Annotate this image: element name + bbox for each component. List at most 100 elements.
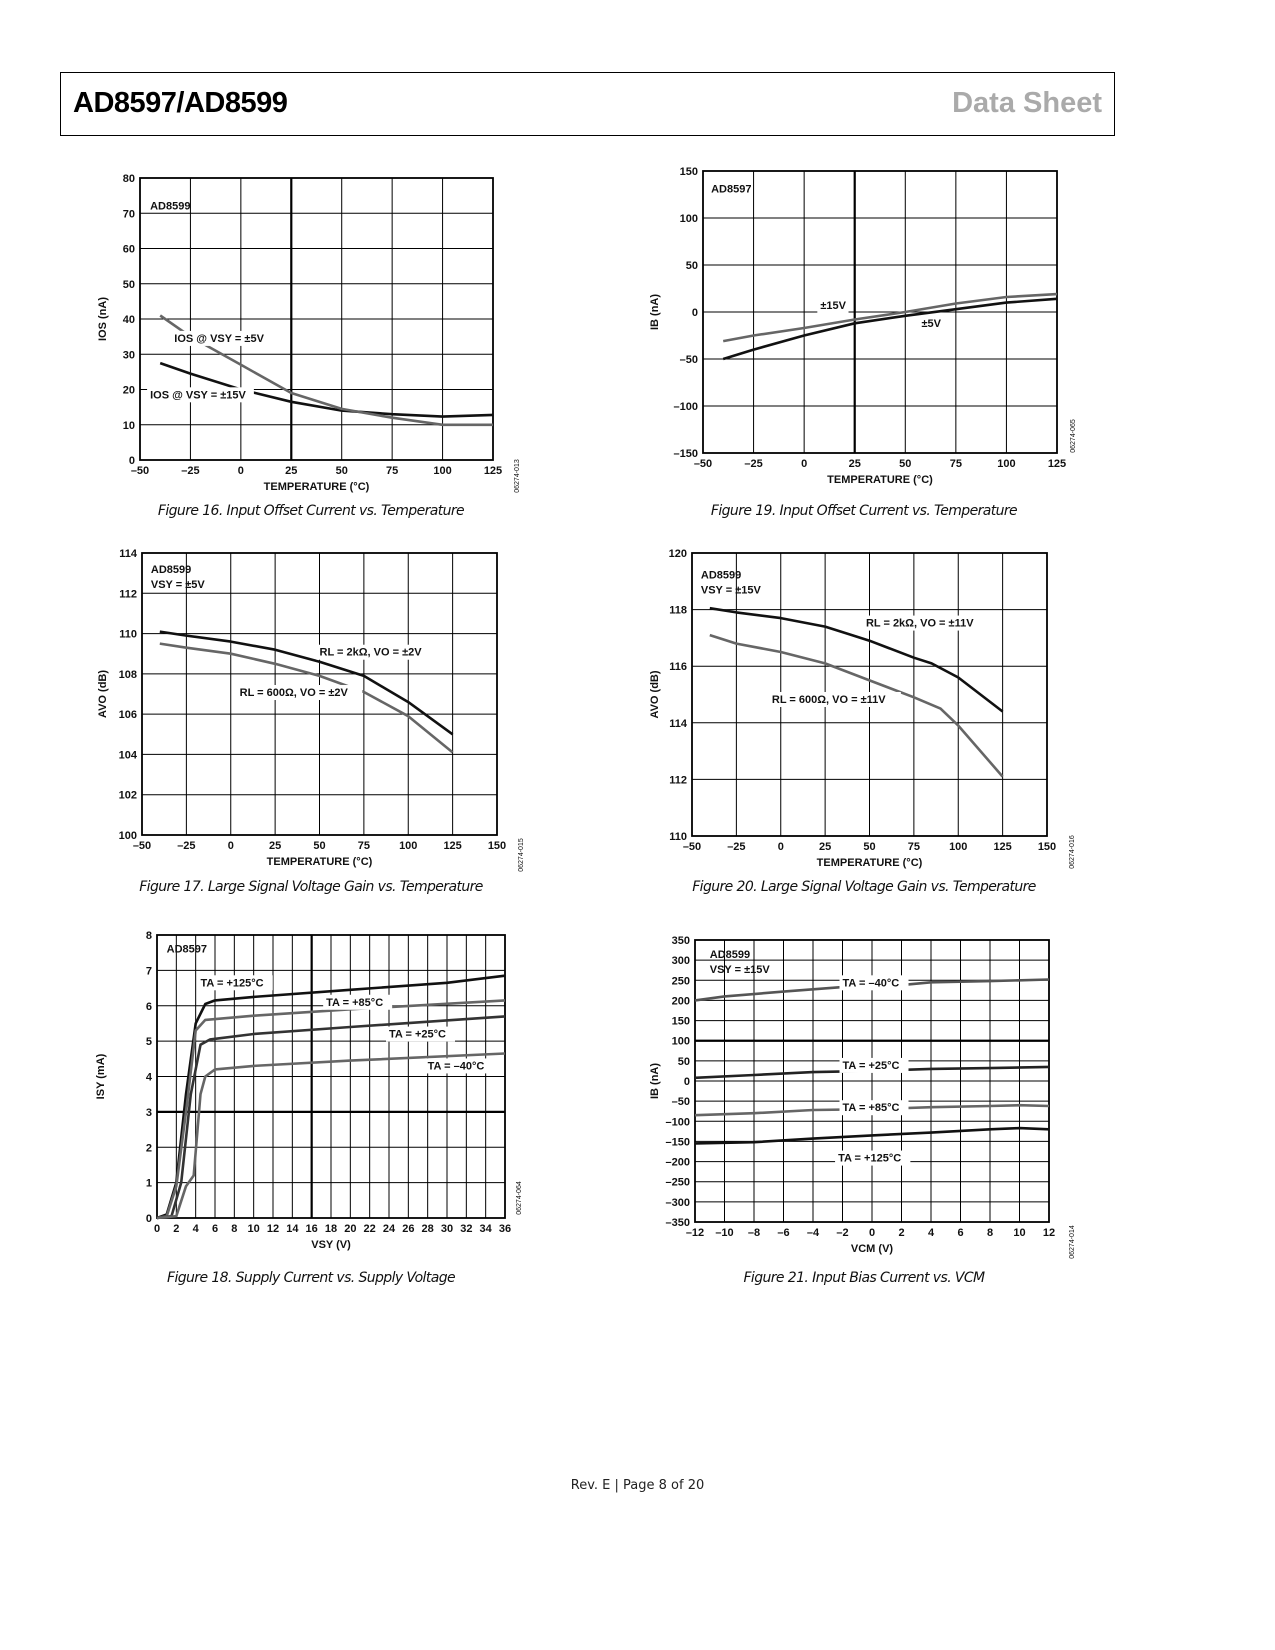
y-tick-label: 350 — [672, 935, 690, 947]
series-label-bg — [171, 330, 272, 346]
y-tick-label: 20 — [123, 385, 135, 397]
figure-21-caption: Figure 21. Input Bias Current vs. VCM — [743, 1270, 985, 1286]
y-tick-label: 100 — [672, 1036, 690, 1048]
x-tick-label: –25 — [181, 465, 199, 477]
x-tick-label: –8 — [748, 1227, 760, 1239]
y-axis-label: IOS (nA) — [97, 297, 109, 341]
series-line — [722, 292, 1058, 343]
y-tick-label: 2 — [146, 1142, 152, 1154]
series-label: RL = 2kΩ, VO = ±11V — [866, 618, 974, 630]
fig20-chart: –50 –25 0 25 50 75 100 125 150 110 112 114 116 118 120… — [649, 548, 1076, 869]
x-tick-label: –50 — [131, 465, 149, 477]
y-tick-label: 114 — [119, 548, 138, 560]
y-tick-label: 4 — [146, 1072, 153, 1084]
series-label-bg — [323, 994, 393, 1010]
plot-frame — [691, 552, 1048, 837]
x-tick-label: –25 — [744, 458, 762, 470]
x-tick-label: 32 — [460, 1223, 472, 1235]
y-tick-label: –150 — [666, 1136, 690, 1148]
series-label-bg — [839, 975, 909, 991]
x-tick-label: 22 — [364, 1223, 376, 1235]
x-tick-label: 75 — [950, 458, 962, 470]
y-tick-label: 0 — [684, 1076, 690, 1088]
x-tick-label: 100 — [997, 458, 1015, 470]
series-line — [709, 606, 1004, 713]
series-label: RL = 600Ω, VO = ±11V — [772, 694, 886, 706]
series-line — [159, 642, 454, 754]
x-tick-label: 26 — [402, 1223, 414, 1235]
inset-label: AD8599 — [701, 569, 741, 581]
x-tick-label: 8 — [987, 1227, 993, 1239]
y-axis-label: AVO (dB) — [649, 670, 661, 718]
plot-frame — [139, 177, 494, 461]
series-label-bg — [386, 1026, 455, 1042]
series-line — [709, 633, 1004, 778]
y-tick-label: 50 — [686, 260, 698, 272]
x-tick-label: –6 — [777, 1227, 789, 1239]
inset-label: AD8597 — [167, 944, 207, 956]
x-tick-label: –2 — [836, 1227, 848, 1239]
figure-code: 06274-013 — [514, 459, 521, 493]
y-tick-label: 70 — [123, 208, 135, 220]
figure-20-caption: Figure 20. Large Signal Voltage Gain vs.… — [692, 879, 1036, 895]
fig21-chart: –12 –10 –8 –6 –4 –2 0 2 4 6 8 10 12 –350 –300 –250 –200 –… — [649, 935, 1076, 1259]
y-tick-label: –100 — [666, 1116, 690, 1128]
y-tick-label: 120 — [669, 548, 687, 560]
x-tick-label: 25 — [849, 458, 861, 470]
x-tick-label: 0 — [801, 458, 807, 470]
series-label: TA = +125°C — [201, 977, 264, 989]
fig17-chart: –50 –25 0 25 50 75 100 125 150 100 102 104 106 108 110… — [97, 548, 525, 872]
x-tick-label: –12 — [686, 1227, 704, 1239]
x-tick-label: 100 — [399, 840, 417, 852]
series-line — [156, 999, 506, 1220]
series-label: ±15V — [820, 300, 846, 312]
x-tick-label: –25 — [727, 841, 745, 853]
x-axis-label: VSY (V) — [311, 1239, 351, 1251]
x-tick-label: 75 — [358, 840, 370, 852]
y-tick-label: 0 — [146, 1213, 152, 1225]
figure-17-caption: Figure 17. Large Signal Voltage Gain vs.… — [139, 879, 483, 895]
series-label-bg — [835, 1150, 911, 1166]
inset-label: AD8599 — [710, 949, 750, 961]
y-tick-label: –350 — [666, 1217, 690, 1229]
x-tick-label: 12 — [1043, 1227, 1055, 1239]
x-tick-label: 0 — [778, 841, 784, 853]
series-label: IOS @ VSY = ±15V — [150, 389, 246, 401]
inset-label: VSY = ±15V — [710, 964, 771, 976]
y-tick-label: 108 — [119, 669, 137, 681]
series-line — [159, 630, 454, 736]
inset-label: AD8597 — [711, 184, 751, 196]
plot-frame — [702, 170, 1058, 454]
inset-label: AD8599 — [150, 201, 190, 213]
y-tick-label: –300 — [666, 1197, 690, 1209]
document-title: AD8597/AD8599 — [73, 87, 288, 119]
x-tick-label: 16 — [306, 1223, 318, 1235]
y-tick-label: 80 — [123, 173, 135, 185]
inset-label: AD8599 — [151, 564, 191, 576]
x-tick-label: 4 — [193, 1223, 200, 1235]
y-axis-label: IB (nA) — [649, 1063, 661, 1099]
x-axis-label: TEMPERATURE (°C) — [817, 857, 923, 869]
y-tick-label: 40 — [123, 314, 135, 326]
y-tick-label: –200 — [666, 1157, 690, 1169]
y-axis-label: IB (nA) — [649, 294, 661, 330]
fig16-chart: –50 –25 0 25 50 75 100 125 0 10 20 30 40 50 60 70 80 AD85… — [97, 173, 521, 493]
y-tick-label: 100 — [119, 830, 137, 842]
x-tick-label: 2 — [173, 1223, 179, 1235]
y-tick-label: 112 — [669, 774, 687, 786]
x-tick-label: 75 — [386, 465, 398, 477]
y-tick-label: 150 — [680, 166, 698, 178]
x-tick-label: –10 — [715, 1227, 733, 1239]
figure-18-caption: Figure 18. Supply Current vs. Supply Vol… — [167, 1270, 456, 1286]
series-label: TA = +125°C — [838, 1153, 901, 1165]
x-tick-label: –4 — [807, 1227, 820, 1239]
y-tick-label: 114 — [669, 718, 688, 730]
page-footer: Rev. E | Page 8 of 20 — [570, 1478, 705, 1493]
x-tick-label: 6 — [212, 1223, 218, 1235]
series-label: TA = +25°C — [389, 1029, 446, 1041]
y-tick-label: 60 — [123, 244, 135, 256]
y-tick-label: 104 — [119, 749, 138, 761]
series-label: RL = 600Ω, VO = ±2V — [240, 687, 349, 699]
figure-code: 06274-064 — [516, 1181, 523, 1215]
